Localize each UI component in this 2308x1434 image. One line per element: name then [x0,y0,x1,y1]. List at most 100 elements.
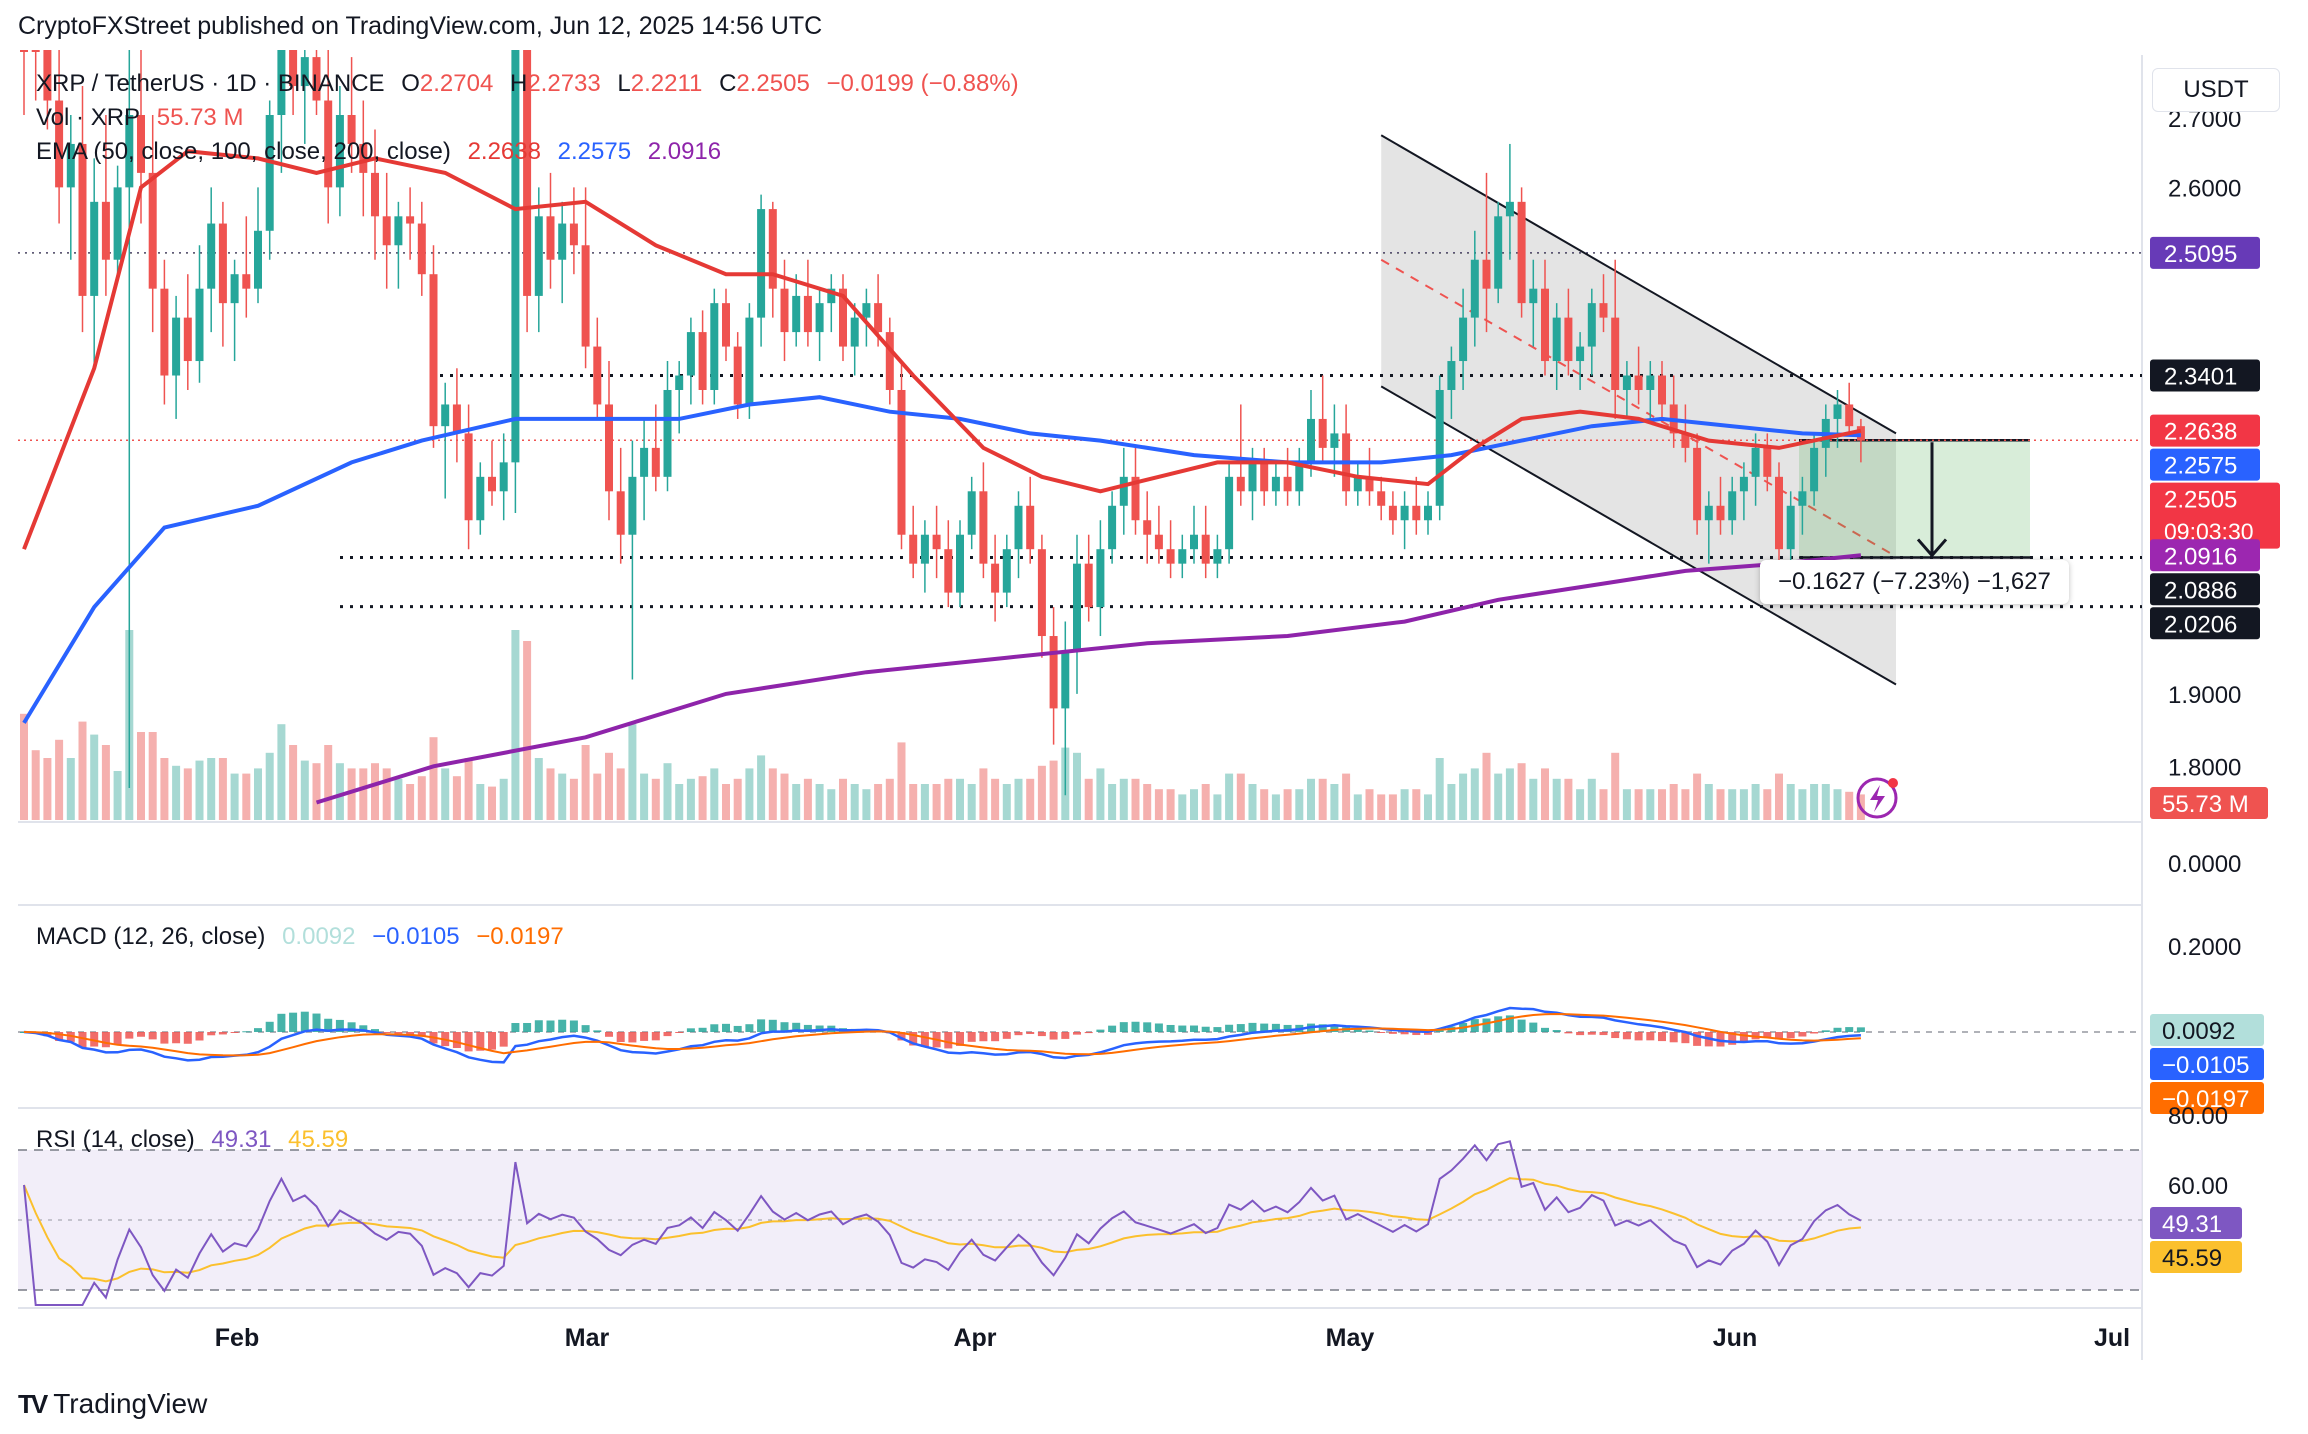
macd-hist-bar [663,1032,672,1037]
macd-hist-bar [511,1023,520,1032]
macd-legend[interactable]: MACD (12, 26, close) 0.0092 −0.0105 −0.0… [36,923,574,951]
volume-bar [382,768,391,820]
candle-body [452,404,461,434]
candle-body [1541,288,1549,362]
volume-bar [640,773,649,820]
macd-hist-bar [1143,1022,1152,1032]
candle-body [1260,462,1269,492]
time-axis[interactable]: Feb Mar Apr May Jun Jul [215,1324,2130,1352]
macd-hist-bar [230,1032,239,1033]
macd-hist-bar [628,1032,637,1043]
macd-hist-bar [1529,1022,1538,1032]
tradingview-logo[interactable]: TV TradingView [18,1388,207,1420]
volume-bar [1681,789,1690,820]
ema100-line[interactable] [22,395,1861,724]
price-axis[interactable]: 2.70002.60001.90001.80002.50952.34012.26… [2150,106,2280,1273]
candle-body [347,115,356,144]
macd-hist-bar [581,1025,590,1032]
volume-bar [1786,784,1795,820]
volume-bar [1470,768,1479,820]
candle-body [43,50,52,101]
candle-body [1517,201,1526,304]
volume-legend[interactable]: Vol · XRP 55.73 M [36,104,253,132]
candle-body [1178,549,1187,564]
candle-body [1833,404,1842,419]
rsi-line[interactable] [23,1140,1862,1306]
macd-hist-bar [90,1032,99,1047]
macd-hist-bar [1084,1032,1093,1034]
candle-body [312,57,321,101]
volume-bar [991,778,1000,820]
macd-hist-bar [55,1032,64,1041]
ema200-line[interactable] [315,553,1862,805]
candle-body [885,332,894,390]
low-value: 2.2211 [630,70,703,97]
volume-bar [932,784,941,820]
price-badge-label: 2.2505 [2164,487,2237,514]
candle-body [991,563,1000,593]
volume-bar [207,758,216,820]
volume-bar [1260,789,1269,820]
tradingview-logo-icon: TV [18,1388,48,1419]
ema-legend[interactable]: EMA (50, close, 100, close, 200, close) … [36,138,731,166]
volume-bar [160,758,169,820]
macd-hist-bar [1646,1032,1655,1041]
macd-hist-bar [1622,1032,1631,1040]
macd-hist-bar [780,1022,789,1032]
candle-body [101,201,110,260]
volume-bar [1845,791,1854,820]
rsi-badge [2150,1241,2242,1273]
candle-body [1611,317,1620,390]
price-range-measure[interactable] [1799,439,2030,559]
volume-bar [1693,773,1702,820]
macd-hist-bar [1739,1032,1748,1043]
channel-upper-line [1380,134,1897,435]
price-badge-label: 2.3401 [2164,363,2237,390]
candle-body [1599,303,1608,318]
rsi-ma-line[interactable] [23,1177,1861,1283]
candle-body [979,491,988,564]
price-candles[interactable] [20,50,1865,796]
descending-channel[interactable] [1380,134,1897,686]
volume-bar [686,778,695,820]
macd-hist-bar [195,1032,204,1041]
candle-body [523,50,532,296]
volume-bar [101,745,110,820]
macd-hist-bar [605,1032,613,1037]
macd-hist-bar [1365,1030,1374,1032]
rsi-legend[interactable]: RSI (14, close) 49.31 45.59 [36,1126,358,1154]
symbol-label[interactable]: XRP / TetherUS · 1D · BINANCE [36,70,385,97]
candle-body [686,332,695,376]
measure-label[interactable]: −0.1627 (−7.23%) −1,627 [1760,560,2069,604]
candle-body [792,295,801,333]
macd-hist-bar [1775,1032,1783,1040]
candle-body [803,295,812,333]
volume-bar [1751,784,1760,820]
candle-body [1424,505,1432,521]
candle-body [1482,259,1491,289]
price-badge [2150,448,2260,481]
candle-body [1037,549,1046,637]
volume-bar [289,745,298,820]
macd-signal-line[interactable] [23,1012,1861,1057]
ema50-line[interactable] [22,149,1862,550]
currency-button[interactable]: USDT [2152,68,2280,112]
volume-bar [956,778,964,820]
volume-bar [441,768,450,820]
volume-bar [628,724,637,820]
macd-line[interactable] [23,1006,1861,1064]
volume-bar [722,784,730,820]
price-legend[interactable]: XRP / TetherUS · 1D · BINANCE O2.2704 H2… [36,70,1029,98]
alert-lightning-icon[interactable] [1856,777,1898,819]
candle-body [1412,505,1421,521]
volume-bar [265,752,274,820]
macd-hist-bar [183,1032,192,1044]
candle-body [218,223,227,304]
macd-hist-bar [956,1032,964,1046]
candle-body [1213,549,1222,564]
rsi-label: RSI (14, close) [36,1126,195,1153]
measure-box [1799,440,2030,558]
price-badge-label: 2.5095 [2164,241,2237,268]
macd-hist-bar [160,1032,169,1044]
